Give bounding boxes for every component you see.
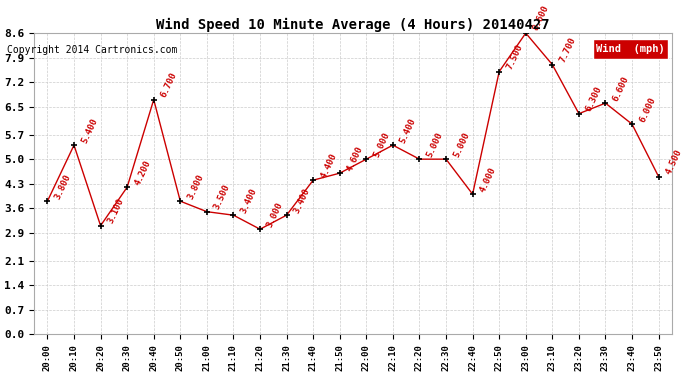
Text: Copyright 2014 Cartronics.com: Copyright 2014 Cartronics.com <box>7 45 177 55</box>
Text: 4.400: 4.400 <box>319 151 338 179</box>
Text: 3.800: 3.800 <box>186 172 206 200</box>
Text: 3.000: 3.000 <box>266 200 285 228</box>
Text: 7.700: 7.700 <box>558 36 578 64</box>
Text: 6.700: 6.700 <box>159 71 179 99</box>
Text: 3.800: 3.800 <box>53 172 72 200</box>
Text: 6.600: 6.600 <box>611 74 631 102</box>
Text: 5.000: 5.000 <box>372 130 391 158</box>
Text: 8.600: 8.600 <box>531 4 551 32</box>
Text: 4.000: 4.000 <box>478 165 497 194</box>
Text: Wind  (mph): Wind (mph) <box>596 44 665 54</box>
Text: 3.400: 3.400 <box>292 186 312 214</box>
Text: 3.500: 3.500 <box>213 183 232 211</box>
Text: 6.300: 6.300 <box>584 85 604 113</box>
Text: 4.500: 4.500 <box>664 148 684 176</box>
Text: 7.500: 7.500 <box>504 43 524 71</box>
Text: 6.000: 6.000 <box>638 95 657 123</box>
Text: 4.200: 4.200 <box>132 158 152 186</box>
Title: Wind Speed 10 Minute Average (4 Hours) 20140427: Wind Speed 10 Minute Average (4 Hours) 2… <box>156 18 550 32</box>
Text: 5.400: 5.400 <box>398 116 418 144</box>
Text: 3.100: 3.100 <box>106 197 126 225</box>
Text: 5.000: 5.000 <box>451 130 471 158</box>
Text: 3.400: 3.400 <box>239 186 259 214</box>
Text: 5.000: 5.000 <box>425 130 444 158</box>
Text: 4.600: 4.600 <box>345 144 365 172</box>
Text: 5.400: 5.400 <box>79 116 99 144</box>
